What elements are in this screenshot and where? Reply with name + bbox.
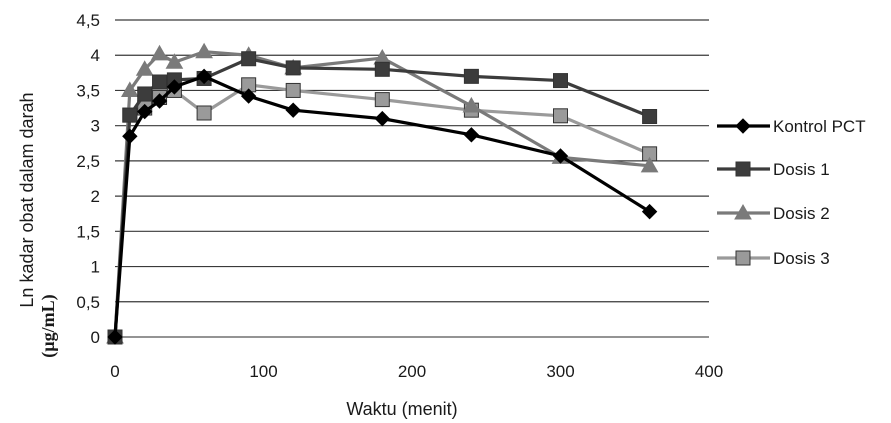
y-axis-label-line2: (µg/mL) [38, 294, 59, 357]
legend-marker [735, 118, 751, 134]
y-tick-label: 3,5 [76, 81, 100, 100]
data-point [374, 61, 390, 77]
data-point [640, 156, 659, 173]
x-tick-label: 0 [110, 362, 119, 381]
legend-label: Dosis 1 [773, 160, 830, 179]
data-point [150, 44, 169, 61]
data-point [166, 79, 183, 95]
legend-label: Dosis 2 [773, 204, 830, 223]
y-tick-label: 1,5 [76, 222, 100, 241]
series-0 [107, 68, 658, 345]
x-tick-label: 200 [398, 362, 426, 381]
data-point [165, 53, 184, 69]
legend-marker [734, 203, 752, 220]
x-tick-label: 100 [249, 362, 277, 381]
data-point [462, 96, 481, 113]
data-point [374, 92, 390, 108]
x-tick-labels: 0 100 200 300 400 [110, 362, 723, 381]
data-point [553, 108, 568, 124]
data-point [463, 68, 479, 84]
y-tick-label: 2 [91, 187, 100, 206]
data-point [552, 148, 569, 164]
legend-label: Dosis 3 [773, 249, 830, 268]
data-point [135, 60, 154, 76]
data-point [120, 81, 139, 97]
y-tick-labels: 0 0,5 1 1,5 2 2,5 3 3,5 4 4,5 [76, 11, 100, 347]
y-tick-label: 2,5 [76, 152, 100, 171]
y-axis-label: Ln kadar obat dalam darah (µg/mL) [17, 92, 59, 357]
series-2 [106, 42, 659, 344]
data-point [195, 42, 213, 59]
legend-label: Kontrol PCT [773, 117, 866, 136]
data-point [137, 86, 153, 102]
legend-item: Dosis 2 [717, 203, 830, 223]
legend-item: Dosis 3 [717, 249, 830, 268]
data-point [152, 74, 168, 90]
data-point [241, 51, 257, 67]
y-tick-label: 3 [91, 117, 100, 136]
data-point [136, 103, 153, 120]
series-layer [106, 42, 659, 345]
data-point [463, 127, 480, 143]
data-point [285, 60, 301, 76]
y-tick-label: 0 [91, 328, 100, 347]
data-point [122, 107, 138, 123]
data-point [374, 110, 391, 127]
data-point [641, 203, 658, 220]
data-point [196, 68, 212, 85]
legend-marker [735, 250, 751, 266]
legend-item: Kontrol PCT [717, 117, 866, 136]
data-point [642, 109, 658, 125]
x-axis-label: Waktu (menit) [346, 399, 457, 419]
y-tick-label: 4 [91, 46, 100, 65]
y-tick-label: 0,5 [76, 293, 100, 312]
data-point [151, 93, 168, 109]
data-point [553, 73, 568, 89]
legend-marker [735, 161, 751, 177]
legend-item: Dosis 1 [717, 160, 830, 179]
data-point [285, 102, 301, 118]
gridlines [115, 19, 709, 303]
y-axis-label-line1: Ln kadar obat dalam darah [17, 92, 37, 307]
data-point [285, 82, 301, 98]
y-tick-label: 1 [91, 258, 100, 277]
y-tick-label: 4,5 [76, 11, 100, 30]
data-point [240, 88, 257, 104]
x-tick-label: 300 [546, 362, 574, 381]
x-tick-label: 400 [695, 362, 723, 381]
legend: Kontrol PCT Dosis 1 Dosis 2 Dosis 3 [717, 117, 866, 268]
data-point [122, 128, 138, 144]
data-point [196, 105, 212, 121]
data-point [107, 329, 123, 345]
